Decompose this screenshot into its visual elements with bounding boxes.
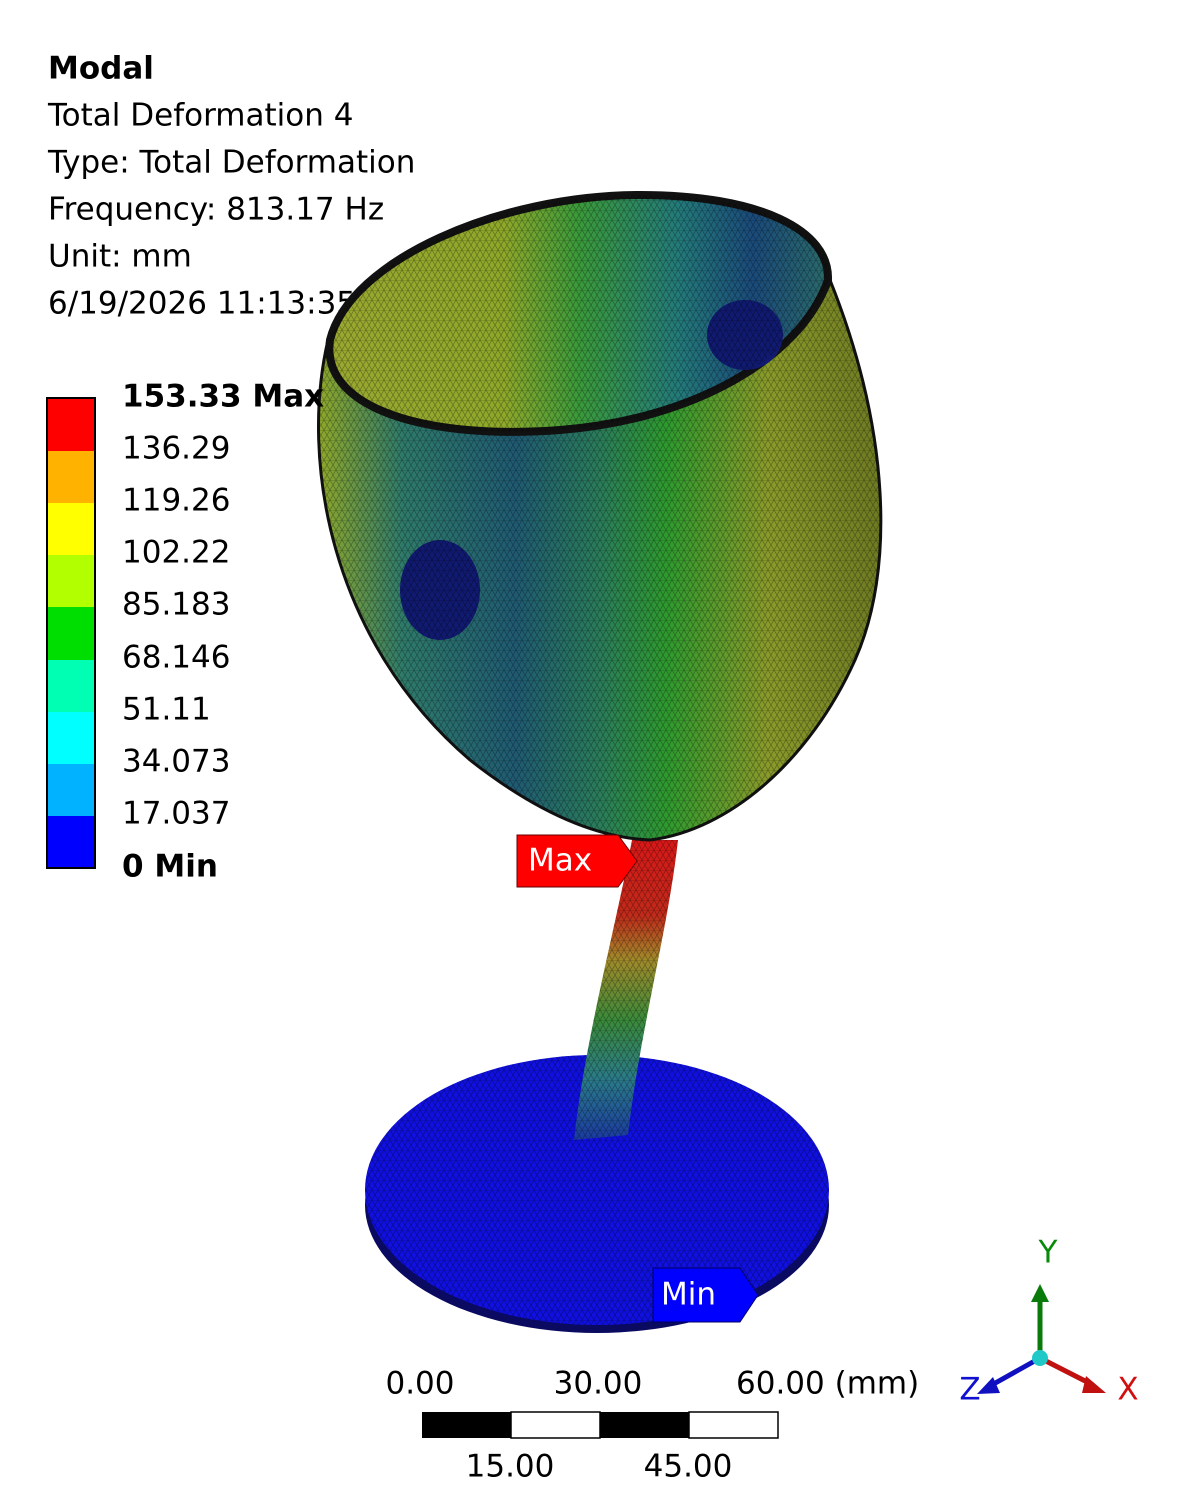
scale-segment — [422, 1412, 511, 1438]
legend-label: 68.146 — [122, 640, 230, 676]
legend-band — [47, 398, 95, 451]
legend-label: 17.037 — [122, 796, 230, 832]
info-line: Total Deformation 4 — [47, 98, 353, 134]
legend-label: 0 Min — [122, 849, 218, 885]
legend-band — [47, 764, 95, 816]
mesh — [329, 195, 829, 432]
triad-origin — [1032, 1350, 1048, 1366]
legend-band — [47, 451, 95, 503]
z-arrow — [977, 1377, 1000, 1394]
title: Modal — [48, 51, 154, 87]
min-label: Min — [661, 1277, 716, 1313]
scale-label: 0.00 — [385, 1366, 454, 1402]
legend-band — [47, 555, 95, 607]
x-arrow — [1082, 1376, 1106, 1393]
scale-label: 30.00 — [554, 1366, 643, 1402]
scale-label: 15.00 — [466, 1449, 555, 1485]
z-axis — [988, 1355, 1042, 1389]
x-label: X — [1117, 1372, 1138, 1408]
legend-band — [47, 503, 95, 555]
legend-band — [47, 712, 95, 764]
max-label: Max — [528, 843, 592, 879]
y-arrow — [1031, 1284, 1049, 1302]
max-flag — [516, 834, 638, 888]
info-line: Unit: mm — [48, 239, 192, 275]
legend-label: 85.183 — [122, 587, 230, 623]
axis-triad: Y X Z — [959, 1235, 1138, 1408]
legend: 153.33 Max 136.29 119.26 102.22 85.183 6… — [46, 379, 324, 885]
max-marker: Max — [516, 834, 638, 888]
scale-bar: 0.00 30.00 60.00 (mm) 15.00 45.00 — [385, 1366, 919, 1485]
x-axis — [1038, 1355, 1095, 1388]
legend-label: 102.22 — [122, 535, 230, 571]
mesh — [574, 840, 678, 1140]
scale-segment — [510, 1411, 601, 1439]
mesh — [365, 1055, 829, 1325]
scale-segment — [688, 1411, 779, 1439]
legend-band — [47, 816, 95, 868]
legend-label: 136.29 — [122, 431, 230, 467]
info-line: Type: Total Deformation — [47, 145, 415, 181]
scale-label: 45.00 — [644, 1449, 733, 1485]
legend-label: 153.33 Max — [122, 379, 324, 415]
legend-band — [47, 607, 95, 660]
min-flag — [652, 1267, 759, 1323]
legend-frame — [46, 397, 96, 869]
legend-band — [47, 660, 95, 712]
legend-label: 34.073 — [122, 744, 230, 780]
header: Modal Total Deformation 4 Type: Total De… — [47, 51, 415, 322]
scale-label: 60.00 (mm) — [736, 1366, 919, 1402]
info-line: Frequency: 813.17 Hz — [48, 192, 384, 228]
legend-label: 51.11 — [122, 692, 211, 728]
legend-label: 119.26 — [122, 483, 230, 519]
min-marker: Min — [652, 1267, 759, 1323]
model — [316, 190, 883, 1333]
scale-segment — [600, 1412, 689, 1438]
y-label: Y — [1038, 1235, 1058, 1271]
z-label: Z — [959, 1372, 980, 1408]
